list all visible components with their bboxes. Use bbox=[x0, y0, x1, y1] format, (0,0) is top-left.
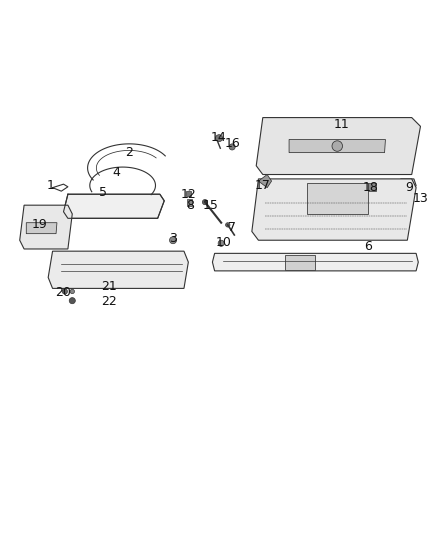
Bar bbox=[187, 199, 192, 206]
Text: 4: 4 bbox=[112, 166, 120, 179]
Polygon shape bbox=[307, 183, 368, 214]
Text: 18: 18 bbox=[362, 181, 378, 194]
Polygon shape bbox=[252, 179, 416, 240]
Polygon shape bbox=[64, 194, 164, 219]
Text: 21: 21 bbox=[102, 280, 117, 293]
Text: 15: 15 bbox=[202, 199, 218, 212]
Circle shape bbox=[218, 240, 224, 246]
Text: 17: 17 bbox=[255, 179, 271, 192]
Polygon shape bbox=[396, 179, 416, 194]
Circle shape bbox=[70, 289, 74, 294]
Circle shape bbox=[226, 223, 230, 227]
Text: 22: 22 bbox=[102, 295, 117, 308]
Polygon shape bbox=[256, 118, 420, 174]
Text: 7: 7 bbox=[228, 221, 236, 233]
Circle shape bbox=[202, 199, 208, 205]
Circle shape bbox=[229, 144, 235, 150]
Text: 20: 20 bbox=[56, 286, 71, 300]
Text: 8: 8 bbox=[187, 199, 194, 212]
Polygon shape bbox=[26, 223, 57, 233]
Circle shape bbox=[170, 237, 177, 244]
Text: 2: 2 bbox=[125, 146, 133, 159]
Polygon shape bbox=[289, 140, 385, 152]
Polygon shape bbox=[258, 174, 272, 188]
Text: 5: 5 bbox=[99, 185, 107, 198]
Bar bbox=[368, 183, 376, 191]
Text: 13: 13 bbox=[413, 192, 428, 205]
Text: 12: 12 bbox=[180, 188, 196, 201]
Text: 19: 19 bbox=[32, 219, 47, 231]
Circle shape bbox=[332, 141, 343, 151]
Circle shape bbox=[69, 297, 75, 304]
Text: 14: 14 bbox=[211, 131, 227, 144]
Polygon shape bbox=[285, 255, 315, 270]
Text: 10: 10 bbox=[215, 236, 231, 249]
Polygon shape bbox=[20, 205, 72, 249]
Text: 6: 6 bbox=[364, 240, 372, 253]
Circle shape bbox=[62, 289, 67, 294]
Circle shape bbox=[215, 135, 223, 142]
Text: 11: 11 bbox=[334, 118, 350, 131]
Polygon shape bbox=[48, 251, 188, 288]
Polygon shape bbox=[212, 253, 418, 271]
Text: 16: 16 bbox=[224, 138, 240, 150]
Text: 3: 3 bbox=[169, 231, 177, 245]
Text: 1: 1 bbox=[46, 179, 54, 192]
Text: 9: 9 bbox=[406, 181, 413, 194]
Bar bbox=[186, 191, 191, 197]
